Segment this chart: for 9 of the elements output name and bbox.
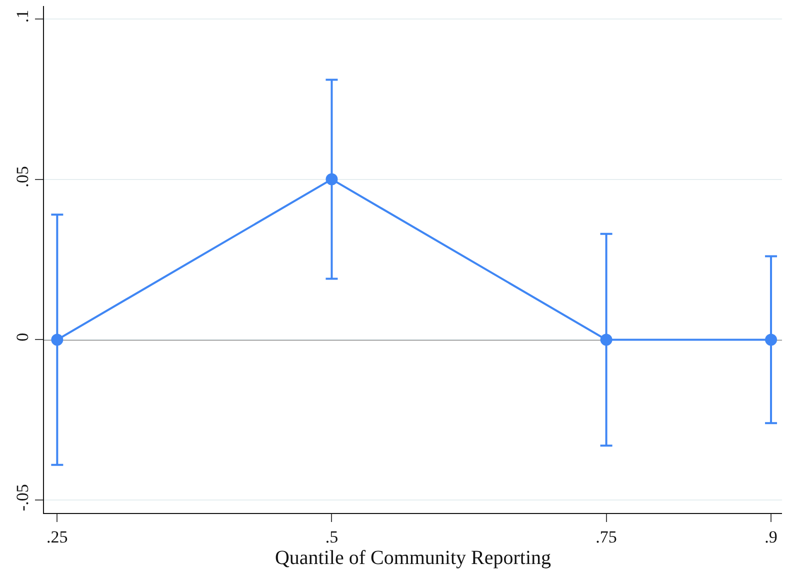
- x-tick-label: .5: [325, 527, 338, 546]
- y-tick-label: .1: [13, 10, 32, 23]
- x-tick-label: .75: [596, 527, 617, 546]
- x-axis-title: Quantile of Community Reporting: [274, 546, 552, 569]
- y-tick-label: .05: [13, 166, 32, 188]
- x-tick-label: .9: [764, 527, 778, 546]
- y-tick-label: -.05: [13, 484, 32, 512]
- x-tick-label: .25: [46, 527, 68, 546]
- y-tick-label: 0: [13, 332, 32, 342]
